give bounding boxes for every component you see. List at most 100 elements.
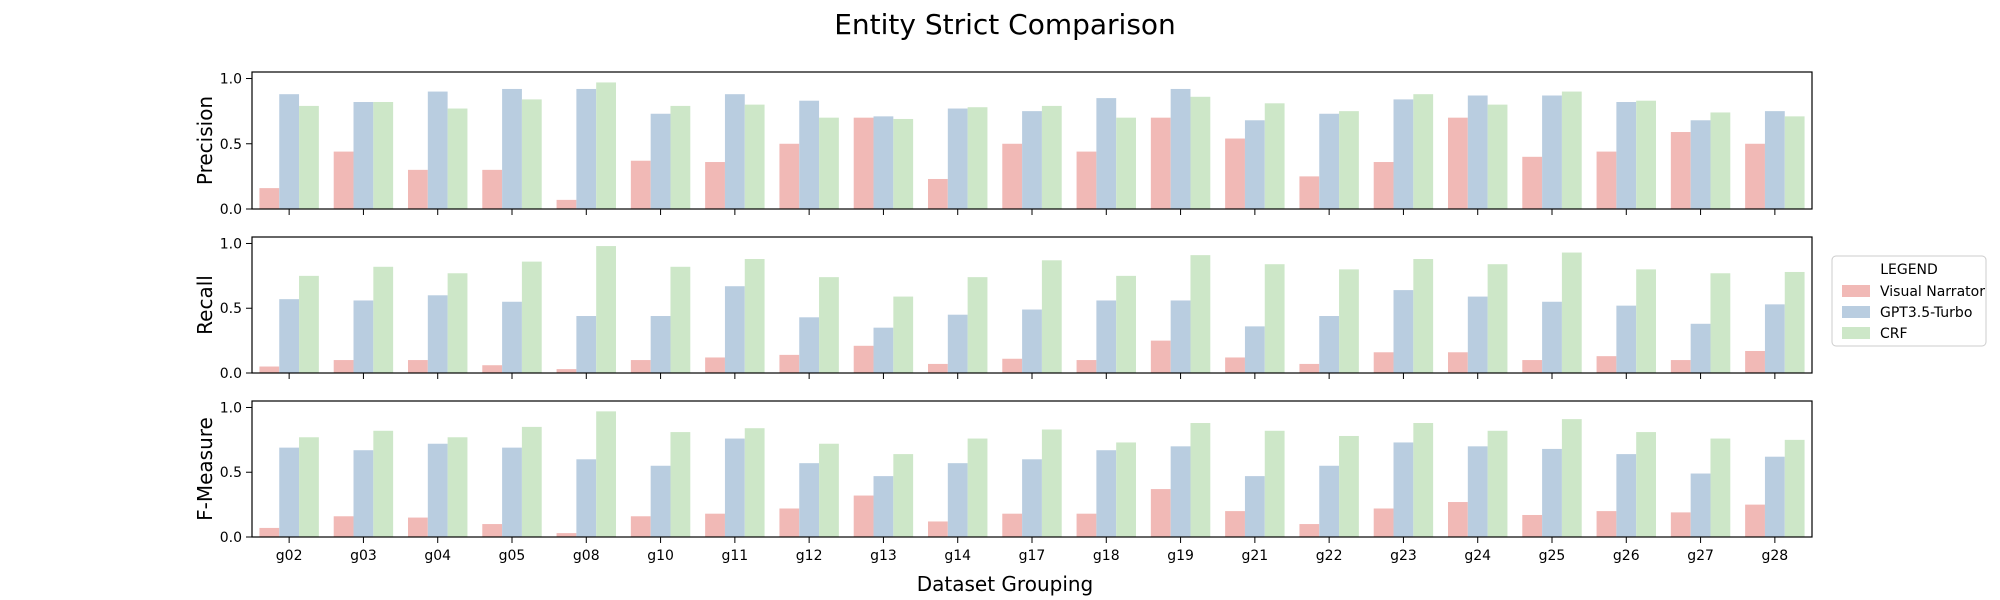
x-tick-label-g25: g25: [1539, 548, 1566, 564]
bar-visual-narrator-g21: [1225, 511, 1245, 537]
bar-gpt3-5-turbo-g02: [279, 447, 300, 537]
bar-visual-narrator-g05: [482, 524, 503, 537]
bar-crf-g08: [596, 82, 616, 209]
bar-visual-narrator-g23: [1373, 508, 1394, 537]
bar-visual-narrator-g18: [1076, 360, 1097, 373]
bar-crf-g04: [447, 273, 468, 373]
x-tick-label-g10: g10: [647, 548, 674, 564]
bar-gpt3-5-turbo-g26: [1616, 305, 1637, 373]
bar-crf-g18: [1116, 442, 1136, 537]
bar-visual-narrator-g21: [1225, 357, 1245, 373]
bar-gpt3-5-turbo-g13: [873, 116, 894, 209]
bar-crf-g17: [1041, 429, 1062, 537]
bar-gpt3-5-turbo-g02: [279, 299, 300, 373]
bar-gpt3-5-turbo-g05: [502, 447, 522, 537]
bar-crf-g24: [1487, 430, 1508, 537]
bar-gpt3-5-turbo-g10: [650, 465, 671, 537]
y-tick-label: 1.0: [220, 72, 242, 88]
bar-gpt3-5-turbo-g21: [1244, 476, 1265, 537]
bar-visual-narrator-g11: [705, 357, 725, 373]
x-axis-title: Dataset Grouping: [917, 572, 1094, 596]
bar-crf-g02: [299, 437, 319, 537]
y-tick-label: 1.0: [220, 236, 242, 252]
bar-visual-narrator-g27: [1670, 132, 1691, 209]
x-tick-label-g11: g11: [722, 548, 749, 564]
bar-crf-g26: [1636, 269, 1656, 373]
bar-gpt3-5-turbo-g27: [1690, 120, 1711, 209]
x-tick-label-g05: g05: [499, 548, 526, 564]
bar-crf-g05: [521, 99, 542, 209]
x-tick-label-g13: g13: [870, 548, 897, 564]
bar-visual-narrator-g24: [1448, 352, 1468, 373]
bar-crf-g17: [1041, 260, 1062, 373]
bar-gpt3-5-turbo-g26: [1616, 454, 1637, 537]
bar-gpt3-5-turbo-g02: [279, 94, 300, 209]
y-tick-label: 0.0: [220, 202, 242, 218]
bar-visual-narrator-g02: [259, 527, 280, 537]
bar-crf-g03: [373, 102, 394, 209]
bar-crf-g08: [596, 411, 616, 537]
bar-gpt3-5-turbo-g27: [1690, 323, 1711, 373]
bar-crf-g04: [447, 108, 468, 209]
bar-crf-g02: [299, 275, 319, 373]
legend-items: Visual Narrator GPT3.5-Turbo CRF: [1842, 284, 1985, 342]
bar-visual-narrator-g26: [1596, 151, 1617, 209]
bar-visual-narrator-g05: [482, 365, 503, 373]
bar-gpt3-5-turbo-g17: [1022, 309, 1042, 373]
legend-title: LEGEND: [1880, 262, 1938, 278]
bar-crf-g27: [1710, 112, 1731, 209]
bar-crf-g02: [299, 105, 319, 209]
bar-visual-narrator-g14: [928, 178, 948, 209]
bar-crf-g24: [1487, 104, 1508, 209]
y-tick-label: 0.5: [220, 137, 242, 153]
x-tick-label-g21: g21: [1242, 548, 1269, 564]
bar-gpt3-5-turbo-g21: [1244, 326, 1265, 373]
bar-visual-narrator-g25: [1522, 156, 1543, 209]
bar-gpt3-5-turbo-g03: [353, 450, 374, 537]
bar-crf-g28: [1784, 116, 1805, 209]
x-tick-label-g27: g27: [1687, 548, 1714, 564]
bar-crf-g22: [1339, 269, 1359, 373]
x-tick-label-g28: g28: [1762, 548, 1789, 564]
bar-crf-g05: [521, 426, 542, 537]
bar-gpt3-5-turbo-g17: [1022, 111, 1042, 209]
bar-gpt3-5-turbo-g04: [427, 91, 448, 209]
bar-crf-g28: [1784, 271, 1805, 373]
bar-gpt3-5-turbo-g18: [1096, 300, 1117, 373]
bar-visual-narrator-g12: [779, 143, 800, 209]
bar-crf-g18: [1116, 275, 1136, 373]
bar-visual-narrator-g04: [408, 169, 428, 209]
legend-label-gpt3-5-turbo: GPT3.5-Turbo: [1880, 305, 1972, 321]
bar-gpt3-5-turbo-g24: [1467, 95, 1488, 209]
bar-gpt3-5-turbo-g25: [1542, 301, 1562, 373]
y-axis-title-precision: Precision: [193, 96, 217, 185]
bar-gpt3-5-turbo-g11: [724, 438, 745, 537]
bar-crf-g11: [744, 428, 765, 537]
bar-gpt3-5-turbo-g17: [1022, 459, 1042, 537]
bar-visual-narrator-g08: [556, 369, 577, 373]
bar-visual-narrator-g27: [1670, 512, 1691, 537]
bar-crf-g28: [1784, 439, 1805, 537]
bar-gpt3-5-turbo-g19: [1170, 88, 1191, 209]
bar-gpt3-5-turbo-g24: [1467, 446, 1488, 537]
y-axis-title-recall: Recall: [193, 275, 217, 335]
bar-visual-narrator-g04: [408, 517, 428, 537]
bar-crf-g11: [744, 259, 765, 373]
x-tick-label-g03: g03: [350, 548, 377, 564]
bar-visual-narrator-g11: [705, 513, 725, 537]
y-tick-label: 0.0: [220, 366, 242, 382]
bar-crf-g23: [1413, 94, 1434, 209]
bar-visual-narrator-g17: [1002, 143, 1023, 209]
bar-visual-narrator-g12: [779, 354, 800, 373]
x-tick-label-g23: g23: [1390, 548, 1417, 564]
bar-crf-g23: [1413, 259, 1434, 373]
bar-visual-narrator-g10: [630, 360, 651, 373]
bar-gpt3-5-turbo-g12: [799, 463, 820, 537]
bar-visual-narrator-g24: [1448, 117, 1468, 209]
bar-crf-g04: [447, 437, 468, 537]
bar-gpt3-5-turbo-g28: [1764, 456, 1785, 537]
bar-gpt3-5-turbo-g14: [947, 314, 968, 373]
bar-crf-g13: [893, 296, 914, 373]
bar-visual-narrator-g19: [1150, 117, 1171, 209]
